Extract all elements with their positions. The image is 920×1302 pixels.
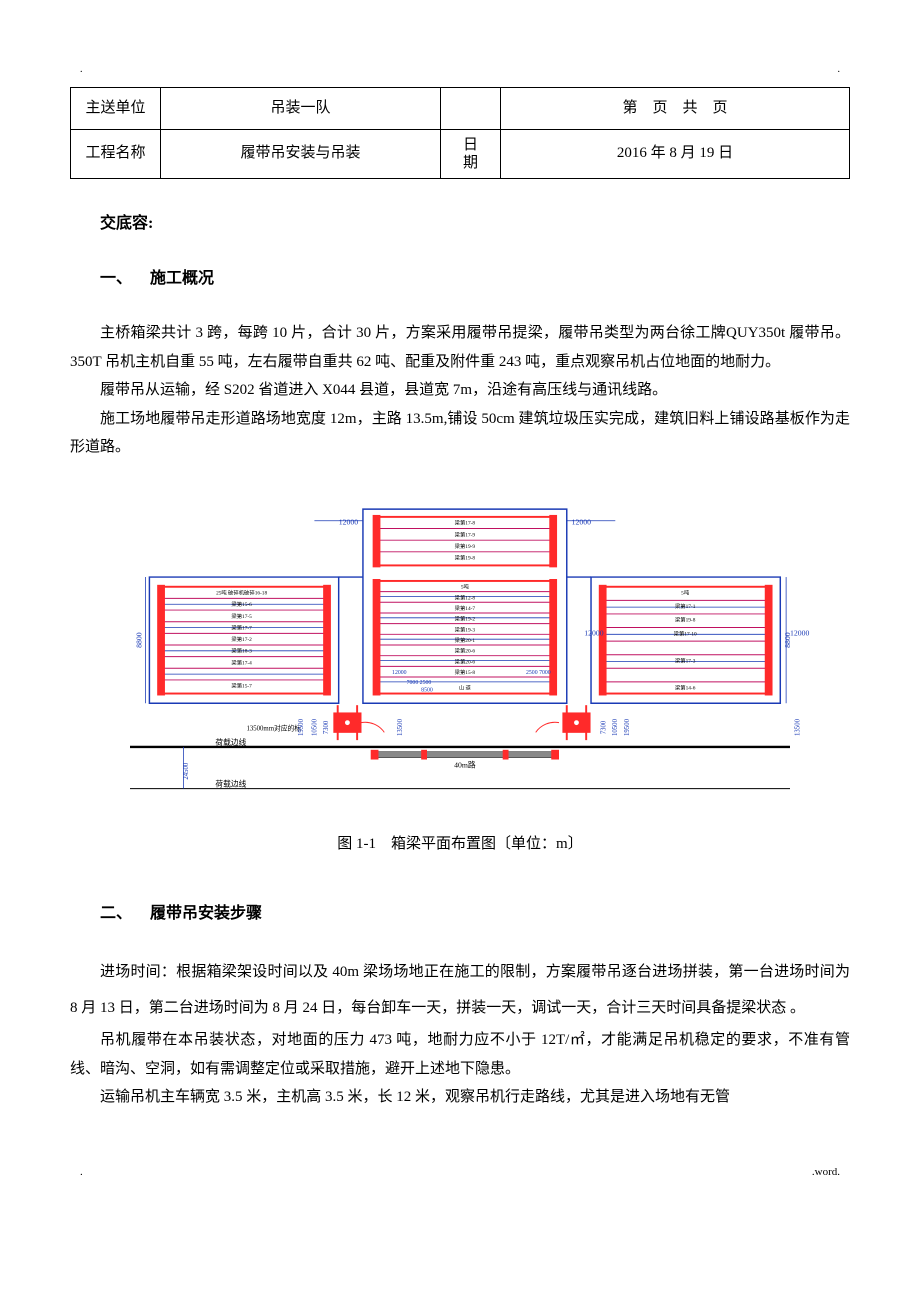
svg-text:梁第17-4: 梁第17-4 <box>231 658 252 666</box>
svg-text:8800: 8800 <box>135 632 144 648</box>
svg-text:19500: 19500 <box>624 718 631 736</box>
svg-text:梁第15-8: 梁第15-8 <box>455 668 476 676</box>
hdr-r1-blank <box>441 88 501 130</box>
svg-text:7300: 7300 <box>601 720 608 734</box>
svg-text:12000: 12000 <box>584 628 604 637</box>
svg-text:8500: 8500 <box>421 687 433 693</box>
svg-text:荷载边线: 荷载边线 <box>215 778 246 788</box>
svg-text:梁第19-3: 梁第19-3 <box>455 625 476 633</box>
footer-right: .word. <box>812 1162 840 1183</box>
svg-text:13500: 13500 <box>795 718 802 736</box>
road-label: 40m路 <box>454 759 476 769</box>
svg-text:梁第17-7: 梁第17-7 <box>231 623 252 631</box>
diagram-caption: 图 1-1 箱梁平面布置图〔单位：m〕 <box>70 830 850 859</box>
svg-text:10500: 10500 <box>612 718 619 736</box>
deliver-title: 交底容: <box>100 209 850 239</box>
section-2-body: 进场时间：根据箱梁架设时间以及 40m 梁场场地正在施工的限制，方案履带吊逐台进… <box>70 954 850 1112</box>
para-2: 履带吊从运输，经 S202 省道进入 X044 县道，县道宽 7m，沿途有高压线… <box>70 376 850 405</box>
para-5: 吊机履带在本吊装状态，对地面的压力 473 吨，地耐力应不小于 12T/㎡，才能… <box>70 1026 850 1083</box>
svg-text:梁第19-9: 梁第19-9 <box>455 542 476 550</box>
svg-text:梁第17-3: 梁第17-3 <box>675 656 696 664</box>
header-table: 主送单位 吊装一队 第 页 共 页 工程名称 履带吊安装与吊装 日期 2016 … <box>70 87 850 179</box>
svg-text:梁第14-6: 梁第14-6 <box>675 683 696 691</box>
svg-text:梁第20-6: 梁第20-6 <box>455 657 476 665</box>
svg-text:梁第20-1: 梁第20-1 <box>455 636 476 644</box>
section-2-title: 履带吊安装步骤 <box>150 905 262 922</box>
hdr-r2-label: 工程名称 <box>71 129 161 178</box>
svg-text:梁第17-1: 梁第17-1 <box>675 602 696 610</box>
svg-text:山 道: 山 道 <box>459 683 472 691</box>
svg-text:12000: 12000 <box>339 517 359 526</box>
svg-text:梁第12-8: 梁第12-8 <box>455 593 476 601</box>
section-1-body: 主桥箱梁共计 3 跨，每跨 10 片，合计 30 片，方案采用履带吊提梁，履带吊… <box>70 319 850 462</box>
svg-text:12000: 12000 <box>392 670 407 676</box>
hdr-r2-datelabel: 日期 <box>441 129 501 178</box>
svg-text:25吨 破碎机破碎16-18: 25吨 破碎机破碎16-18 <box>216 588 267 596</box>
svg-text:7000 2500: 7000 2500 <box>407 680 432 686</box>
svg-text:荷载边线: 荷载边线 <box>215 737 246 747</box>
svg-text:梁第15-7: 梁第15-7 <box>231 681 252 689</box>
para-6: 运输吊机主车辆宽 3.5 米，主机高 3.5 米，长 12 米，观察吊机行走路线… <box>70 1083 850 1112</box>
footer-left: . <box>80 1162 83 1183</box>
svg-text:梁第14-7: 梁第14-7 <box>455 604 476 612</box>
section-1-heading: 一、 施工概况 <box>100 264 850 294</box>
svg-text:梁第17-8: 梁第17-8 <box>455 518 476 526</box>
para-1: 主桥箱梁共计 3 跨，每跨 10 片，合计 30 片，方案采用履带吊提梁，履带吊… <box>70 319 850 376</box>
svg-text:梁第15-6: 梁第15-6 <box>231 600 252 608</box>
svg-text:梁第19-2: 梁第19-2 <box>455 615 476 623</box>
section-2-heading: 二、 履带吊安装步骤 <box>100 899 850 929</box>
section-1-num: 一、 <box>100 264 132 294</box>
svg-text:2500 7000: 2500 7000 <box>526 670 551 676</box>
svg-text:24500: 24500 <box>183 762 190 780</box>
svg-text:10500: 10500 <box>311 718 318 736</box>
svg-text:13500: 13500 <box>397 718 404 736</box>
hdr-r1-value: 吊装一队 <box>161 88 441 130</box>
svg-text:5吨: 5吨 <box>461 582 470 590</box>
svg-text:梁第17-5: 梁第17-5 <box>231 612 252 620</box>
svg-text:19500: 19500 <box>298 718 305 736</box>
svg-text:梁第19-8: 梁第19-8 <box>455 553 476 561</box>
footer: . .word. <box>70 1162 850 1183</box>
svg-text:梁第17-10: 梁第17-10 <box>674 629 697 637</box>
svg-text:12000: 12000 <box>790 628 810 637</box>
svg-text:5吨: 5吨 <box>681 588 690 596</box>
para-4: 进场时间：根据箱梁架设时间以及 40m 梁场场地正在施工的限制，方案履带吊逐台进… <box>70 954 850 1026</box>
para-3: 施工场地履带吊走形道路场地宽度 12m，主路 13.5m,铺设 50cm 建筑垃… <box>70 405 850 462</box>
beam-layout-diagram: 40m路 12000 12000 8800 8800 12000 12000 1… <box>110 480 810 810</box>
svg-text:梁第18-3: 梁第18-3 <box>231 647 252 655</box>
svg-text:梁第17-2: 梁第17-2 <box>231 635 252 643</box>
top-margin-dots: .. <box>70 60 850 79</box>
section-2-num: 二、 <box>100 899 132 929</box>
diagram-container: 40m路 12000 12000 8800 8800 12000 12000 1… <box>110 480 810 821</box>
hdr-r2-value: 履带吊安装与吊装 <box>161 129 441 178</box>
svg-text:13500mm对应的标: 13500mm对应的标 <box>246 723 301 732</box>
svg-text:梁第19-8: 梁第19-8 <box>675 615 696 623</box>
svg-text:12000: 12000 <box>572 517 592 526</box>
svg-text:7300: 7300 <box>323 720 330 734</box>
section-1-title: 施工概况 <box>150 270 214 287</box>
hdr-r1-label: 主送单位 <box>71 88 161 130</box>
hdr-r1-page: 第 页 共 页 <box>501 88 850 130</box>
svg-text:梁第20-6: 梁第20-6 <box>455 647 476 655</box>
hdr-r2-date: 2016 年 8 月 19 日 <box>501 129 850 178</box>
svg-text:梁第17-9: 梁第17-9 <box>455 530 476 538</box>
